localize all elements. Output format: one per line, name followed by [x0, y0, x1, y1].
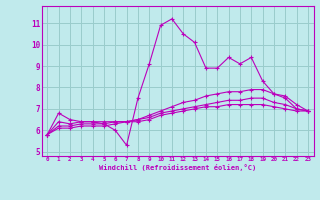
X-axis label: Windchill (Refroidissement éolien,°C): Windchill (Refroidissement éolien,°C) — [99, 164, 256, 171]
